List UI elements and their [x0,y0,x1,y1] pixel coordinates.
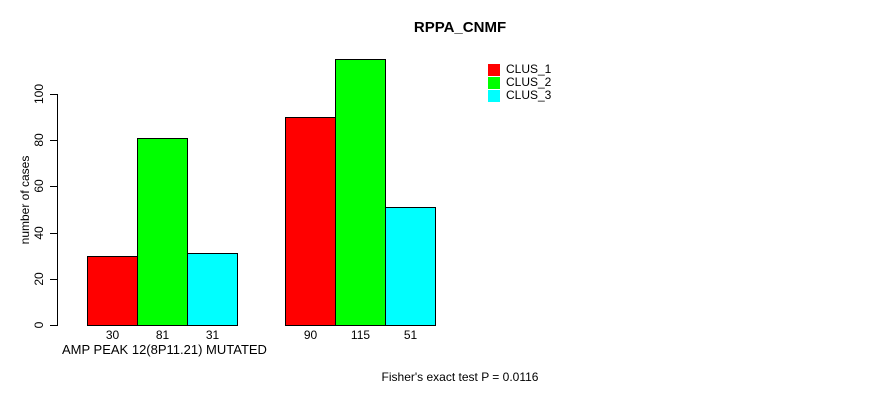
bar-clus_2-group1 [137,138,188,326]
chart-title: RPPA_CNMF [413,19,507,36]
y-axis-title: number of cases [18,155,32,245]
legend-item: CLUS_2 [488,76,551,89]
legend-item: CLUS_1 [488,63,551,76]
bar-value-label: 31 [205,328,220,342]
y-tick-mark [50,233,57,234]
y-tick-label: 80 [32,133,46,147]
legend-item: CLUS_3 [488,89,551,102]
bar-value-label: 90 [303,328,318,342]
bar-value-label: 30 [105,328,120,342]
y-tick-mark [50,94,57,95]
y-tick-label: 60 [32,179,46,193]
legend-swatch [488,89,500,102]
y-tick-mark [50,186,57,187]
legend-label: CLUS_1 [506,62,552,76]
bar-clus_3-group2 [385,207,436,326]
y-tick-label: 20 [32,272,46,286]
bar-clus_2-group2 [335,59,386,326]
y-tick-label: 100 [32,83,46,105]
x-axis-label: AMP PEAK 12(8P11.21) MUTATED [62,342,267,357]
bar-value-label: 51 [403,328,418,342]
y-tick-mark [50,140,57,141]
bar-value-label: 115 [350,328,371,342]
legend-label: CLUS_2 [506,75,552,89]
y-tick-mark [50,279,57,280]
bar-clus_1-group1 [87,256,138,326]
bar-clus_3-group1 [187,253,238,326]
y-tick-mark [50,325,57,326]
legend: CLUS_1 CLUS_2 CLUS_3 [488,63,551,102]
legend-label: CLUS_3 [506,88,552,102]
bar-value-label: 81 [155,328,170,342]
legend-swatch [488,63,500,76]
footer-stat-text: Fisher's exact test P = 0.0116 [381,370,539,384]
y-tick-label: 40 [32,226,46,240]
legend-swatch [488,76,500,89]
bar-clus_1-group2 [285,117,336,326]
y-tick-label: 0 [32,321,46,329]
y-axis-line [57,94,58,326]
